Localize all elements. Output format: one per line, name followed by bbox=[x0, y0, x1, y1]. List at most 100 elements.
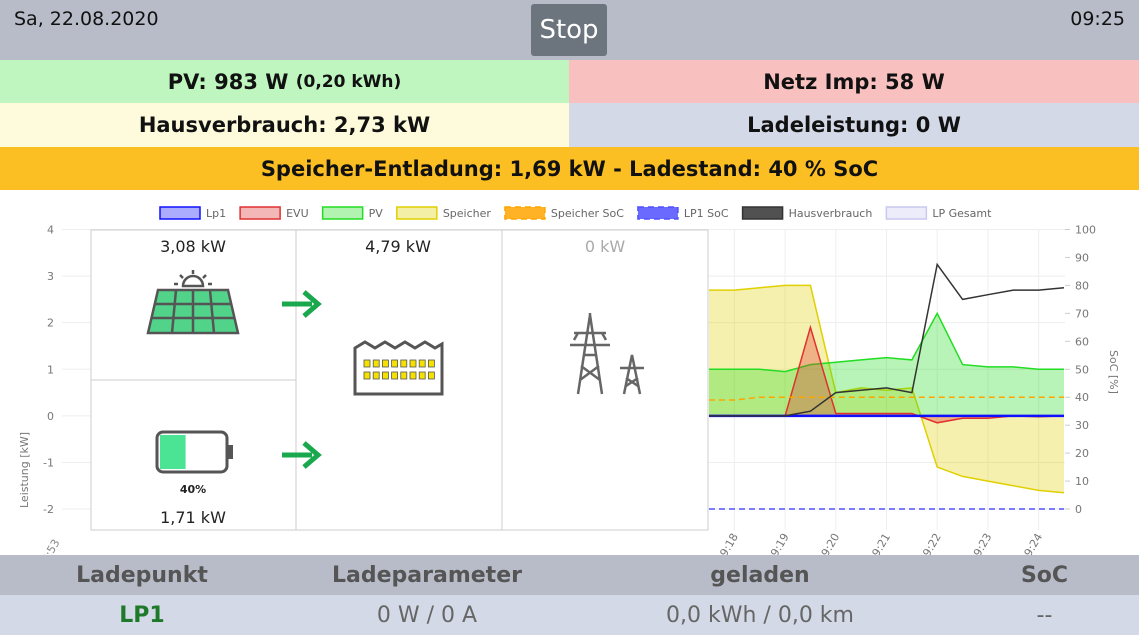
battery-soc: 40% bbox=[180, 483, 206, 496]
light bbox=[381, 371, 389, 380]
solar-icon bbox=[146, 270, 240, 335]
y2-tick-label: 100 bbox=[1075, 224, 1096, 237]
y-axis-title: Leistung [kW] bbox=[18, 432, 31, 508]
flow-arrow bbox=[282, 441, 322, 469]
legend-label: Speicher SoC bbox=[551, 207, 624, 220]
charge-point[interactable]: LP1 bbox=[119, 602, 165, 628]
battery-tip bbox=[227, 445, 233, 459]
light bbox=[372, 371, 380, 380]
x-tick-label: 09:18 bbox=[714, 531, 741, 555]
x-tick-label: 09:23 bbox=[967, 531, 994, 555]
y2-tick-label: 90 bbox=[1075, 251, 1089, 264]
y-tick-label: 1 bbox=[47, 363, 54, 376]
y2-tick-label: 20 bbox=[1075, 447, 1089, 460]
x-tick-label: 09:21 bbox=[866, 531, 893, 555]
light bbox=[400, 371, 408, 380]
storage-status: Speicher-Entladung: 1,69 kW - Ladestand:… bbox=[0, 147, 1139, 190]
top-bar: Sa, 22.08.2020 Stop 09:25 bbox=[0, 0, 1139, 60]
legend-label: PV bbox=[369, 207, 384, 220]
light bbox=[418, 359, 426, 368]
series-line bbox=[709, 396, 1064, 401]
y2-tick-label: 50 bbox=[1075, 363, 1089, 376]
light bbox=[427, 359, 435, 368]
x-tick-label: 09:24 bbox=[1018, 531, 1045, 555]
charged: 0,0 kWh / 0,0 km bbox=[666, 602, 854, 628]
legend-swatch bbox=[321, 206, 364, 220]
legend-swatch bbox=[637, 206, 679, 220]
legend-swatch bbox=[885, 206, 928, 220]
series-area bbox=[709, 313, 1064, 416]
grid-power: 0 kW bbox=[585, 237, 626, 256]
legend-label: LP Gesamt bbox=[932, 207, 992, 220]
y-tick-label: -2 bbox=[43, 503, 54, 516]
light bbox=[400, 359, 408, 368]
flow-arrow bbox=[282, 290, 322, 318]
series-line bbox=[709, 311, 1064, 373]
y-tick-label: 4 bbox=[47, 224, 54, 237]
light bbox=[363, 359, 371, 368]
y2-tick-label: 60 bbox=[1075, 335, 1089, 348]
legend-label: EVU bbox=[286, 207, 309, 220]
series-line bbox=[709, 262, 1065, 417]
y-tick-label: 3 bbox=[47, 270, 54, 283]
column-header: Ladeparameter bbox=[332, 562, 522, 588]
light bbox=[409, 359, 417, 368]
x-tick-label: 09:19 bbox=[765, 531, 792, 555]
legend-swatch bbox=[396, 206, 438, 220]
y-tick-label: -1 bbox=[43, 456, 54, 469]
legend-swatch bbox=[159, 206, 201, 220]
overview-panel: 3,08 kW 4,79 kW 0 kW 40% 1,71 kW bbox=[90, 229, 709, 531]
charging-status: Ladeleistung: 0 W bbox=[569, 103, 1139, 147]
time: 09:25 bbox=[1070, 8, 1125, 30]
light bbox=[391, 371, 399, 380]
charge-parameters: 0 W / 0 A bbox=[376, 602, 478, 628]
series-line bbox=[709, 284, 1065, 494]
column-header: Ladepunkt bbox=[76, 562, 208, 588]
y2-tick-label: 30 bbox=[1075, 419, 1089, 432]
house-power: 4,79 kW bbox=[365, 237, 431, 256]
house-icon bbox=[353, 340, 444, 396]
x-tick-label: 09:22 bbox=[917, 531, 944, 555]
y2-tick-label: 0 bbox=[1075, 503, 1082, 516]
soc: -- bbox=[1036, 602, 1053, 628]
pv-energy: (0,20 kWh) bbox=[295, 71, 402, 92]
legend-label: LP1 SoC bbox=[684, 207, 729, 220]
y2-tick-label: 40 bbox=[1075, 391, 1089, 404]
legend-label: Speicher bbox=[443, 207, 492, 220]
x-tick-label: 08:53 bbox=[35, 537, 62, 555]
y2-tick-label: 80 bbox=[1075, 279, 1089, 292]
light bbox=[409, 371, 417, 380]
stop-button[interactable]: Stop bbox=[531, 4, 607, 56]
light bbox=[427, 371, 435, 380]
y2-tick-label: 70 bbox=[1075, 307, 1089, 320]
legend-swatch bbox=[741, 206, 784, 220]
pv-power: PV: 983 W bbox=[167, 69, 289, 94]
table-row: LP1 0 W / 0 A 0,0 kWh / 0,0 km -- bbox=[0, 595, 1139, 635]
series-area bbox=[709, 285, 1064, 493]
y-tick-label: 0 bbox=[47, 410, 54, 423]
light bbox=[372, 359, 380, 368]
column-header: SoC bbox=[1020, 562, 1069, 588]
y2-tick-label: 10 bbox=[1075, 475, 1089, 488]
table-header: Ladepunkt Ladeparameter geladen SoC bbox=[0, 555, 1139, 595]
battery-level bbox=[160, 435, 186, 469]
house-status: Hausverbrauch: 2,73 kW bbox=[0, 103, 569, 147]
pv-status: PV: 983 W (0,20 kWh) bbox=[0, 60, 569, 103]
battery-power: 1,71 kW bbox=[160, 508, 226, 527]
light bbox=[418, 371, 426, 380]
pv-power: 3,08 kW bbox=[160, 237, 226, 256]
series-area bbox=[709, 327, 1064, 423]
legend: Lp1 EVU PV Speicher Speicher SoC LP1 SoC Hausv… bbox=[159, 206, 992, 220]
legend-swatch bbox=[239, 206, 281, 220]
grid-status: Netz Imp: 58 W bbox=[569, 60, 1139, 103]
legend-label: Lp1 bbox=[206, 207, 226, 220]
y-tick-label: 2 bbox=[47, 317, 54, 330]
legend-label: Hausverbrauch bbox=[789, 207, 873, 220]
plot bbox=[709, 262, 1065, 510]
date: Sa, 22.08.2020 bbox=[14, 8, 159, 30]
pylon-icon bbox=[570, 313, 644, 395]
legend-swatch bbox=[504, 206, 546, 220]
y2-axis-title: SoC [%] bbox=[1107, 350, 1120, 394]
